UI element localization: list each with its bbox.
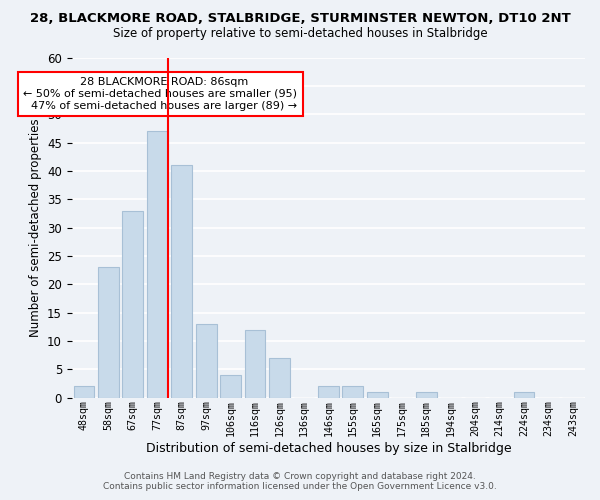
Bar (74, 386, 94, 398)
Bar (514, 392, 534, 398)
Text: 28 BLACKMORE ROAD: 86sqm
← 50% of semi-detached houses are smaller (95)
  47% of: 28 BLACKMORE ROAD: 86sqm ← 50% of semi-d… (23, 78, 298, 110)
Text: 28, BLACKMORE ROAD, STALBRIDGE, STURMINSTER NEWTON, DT10 2NT: 28, BLACKMORE ROAD, STALBRIDGE, STURMINS… (29, 12, 571, 26)
Text: Contains HM Land Registry data © Crown copyright and database right 2024.
Contai: Contains HM Land Registry data © Crown c… (103, 472, 497, 491)
Bar (318, 386, 339, 398)
X-axis label: Distribution of semi-detached houses by size in Stalbridge: Distribution of semi-detached houses by … (146, 442, 511, 455)
Bar (172, 165, 192, 398)
Y-axis label: Number of semi-detached properties: Number of semi-detached properties (29, 118, 41, 337)
Bar (343, 386, 363, 398)
Text: Size of property relative to semi-detached houses in Stalbridge: Size of property relative to semi-detach… (113, 28, 487, 40)
Bar (196, 324, 217, 398)
Bar (269, 358, 290, 398)
Bar (147, 131, 167, 398)
Bar (98, 268, 119, 398)
Bar (416, 392, 437, 398)
Bar (220, 375, 241, 398)
Bar (367, 392, 388, 398)
Bar (245, 330, 265, 398)
Bar (122, 210, 143, 398)
